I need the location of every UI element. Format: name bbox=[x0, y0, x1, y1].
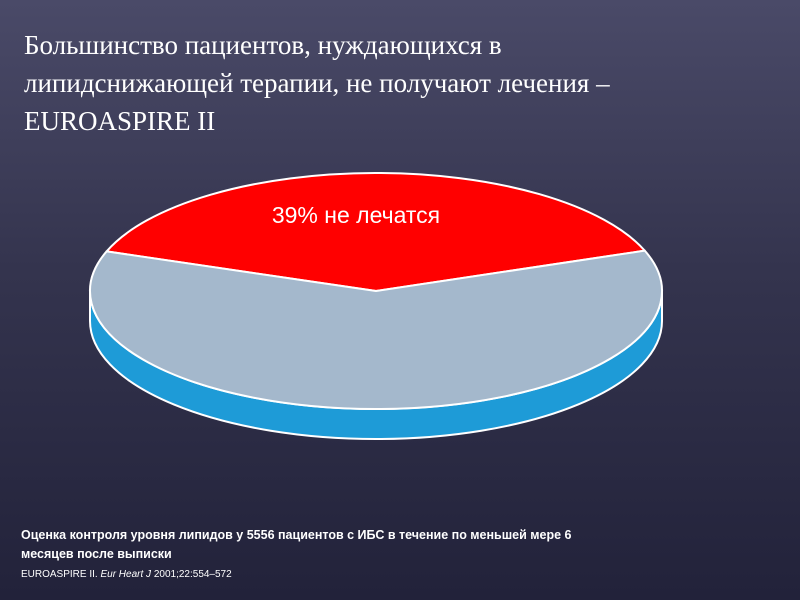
source-suffix: 2001;22:554–572 bbox=[151, 569, 232, 580]
pie-slice-label-0: 39% не лечатся bbox=[272, 202, 440, 228]
source-citation: EUROASPIRE II. Eur Heart J 2001;22:554–5… bbox=[21, 569, 232, 580]
footnote: Оценка контроля уровня липидов у 5556 па… bbox=[21, 526, 721, 564]
title-line: липидснижающей терапии, не получают лече… bbox=[24, 68, 610, 98]
title-line: EUROASPIRE II bbox=[24, 106, 216, 136]
source-journal: Eur Heart J bbox=[100, 569, 152, 580]
pie-slice-0 bbox=[105, 172, 646, 292]
slide-title: Большинство пациентов, нуждающихся в лип… bbox=[24, 26, 764, 140]
footnote-line: Оценка контроля уровня липидов у 5556 па… bbox=[21, 528, 572, 542]
footnote-line: месяцев после выписки bbox=[21, 547, 172, 561]
title-line: Большинство пациентов, нуждающихся в bbox=[24, 30, 502, 60]
pie-slice-1 bbox=[89, 249, 663, 410]
source-prefix: EUROASPIRE II. bbox=[21, 569, 101, 580]
